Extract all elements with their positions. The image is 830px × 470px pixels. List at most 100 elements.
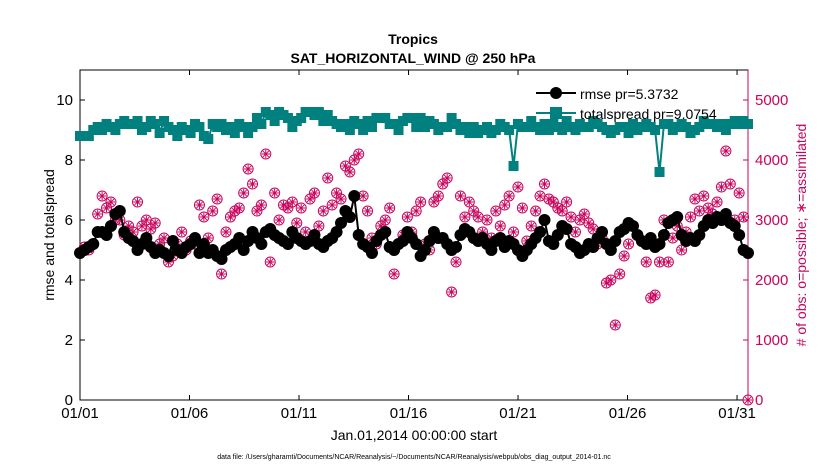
obs-possible-marker	[242, 163, 254, 175]
obs-assimilated-stroke	[611, 321, 619, 329]
obs-assimilated-stroke	[691, 195, 699, 203]
totalspread-point	[539, 119, 550, 129]
obs-possible-marker	[335, 193, 347, 205]
rmse-point	[742, 247, 754, 259]
obs-point	[149, 217, 161, 229]
totalspread-point	[451, 119, 462, 129]
obs-assimilated-stroke	[607, 276, 615, 284]
obs-assimilated-stroke	[320, 207, 327, 215]
obs-point	[530, 205, 542, 217]
obs-point	[251, 205, 263, 217]
obs-assimilated-stroke	[342, 162, 349, 170]
obs-assimilated-stroke	[510, 228, 517, 236]
obs-assimilated-stroke	[687, 213, 694, 221]
obs-point	[561, 196, 573, 208]
obs-point	[503, 190, 515, 202]
rmse-point	[140, 232, 153, 244]
obs-possible-marker	[614, 268, 626, 280]
obs-possible-marker	[459, 211, 471, 223]
obs-assimilated-stroke	[333, 189, 340, 197]
rmse-point	[104, 220, 117, 232]
obs-assimilated-stroke	[311, 189, 318, 197]
obs-point	[317, 205, 329, 217]
totalspread-point	[172, 131, 183, 141]
obs-assimilated-stroke	[209, 207, 217, 215]
obs-possible-marker	[539, 178, 551, 190]
obs-point	[238, 187, 250, 199]
obs-assimilated-stroke	[727, 180, 734, 188]
totalspread-point	[296, 113, 307, 123]
totalspread-point	[583, 122, 594, 132]
obs-assimilated-stroke	[744, 396, 752, 404]
rmse-point	[237, 244, 250, 256]
rmse-point	[343, 211, 356, 223]
rmse-point	[604, 244, 617, 256]
rmse-point	[728, 220, 741, 232]
obs-possible-marker	[649, 289, 661, 301]
rmse-point	[113, 205, 126, 217]
obs-point	[273, 214, 285, 226]
obs-point	[481, 214, 493, 226]
obs-point	[614, 268, 626, 280]
obs-point	[684, 211, 696, 223]
totalspread-point	[650, 125, 661, 135]
obs-point	[260, 148, 272, 160]
obs-possible-marker	[556, 205, 568, 217]
y-right-tick-label: 4000	[755, 152, 788, 169]
totalspread-point	[627, 119, 638, 129]
totalspread-point	[282, 113, 293, 123]
obs-point	[384, 202, 396, 214]
rmse-point	[166, 235, 179, 247]
obs-point	[388, 268, 400, 280]
obs-possible-marker	[711, 196, 723, 208]
obs-possible-marker	[578, 208, 590, 220]
obs-assimilated-stroke	[275, 216, 283, 224]
x-tick-label: 01/11	[281, 405, 317, 422]
obs-assimilated-stroke	[625, 240, 632, 248]
obs-possible-marker	[503, 190, 515, 202]
chart-subtitle: SAT_HORIZONTAL_WIND @ 250 hPa	[291, 50, 536, 66]
totalspread-point	[415, 113, 426, 123]
obs-point	[534, 190, 546, 202]
obs-assimilated-stroke	[492, 207, 500, 215]
rmse-point	[308, 229, 321, 241]
y-axis-left-ticks: 0 2 4 6 8 10	[56, 92, 85, 409]
obs-point	[441, 172, 453, 184]
obs-point	[247, 178, 259, 190]
obs-assimilated-stroke	[452, 258, 460, 266]
legend-rmse-label: rmse pr=5.3732	[580, 86, 679, 102]
obs-assimilated-stroke	[740, 213, 747, 221]
obs-point	[605, 274, 617, 286]
obs-possible-marker	[308, 187, 320, 199]
obs-assimilated-stroke	[381, 216, 389, 224]
rmse-point	[671, 211, 684, 223]
totalspread-point	[229, 128, 240, 138]
data-file-note: data file: /Users/gharamti/Documents/NCA…	[217, 454, 611, 461]
obs-possible-marker	[742, 394, 754, 406]
y-left-tick-label: 2	[65, 332, 73, 349]
obs-possible-marker	[247, 178, 259, 190]
y-right-tick-label: 2000	[755, 272, 788, 289]
rmse-point	[538, 214, 551, 226]
obs-assimilated-stroke	[258, 201, 265, 209]
totalspread-point	[526, 116, 537, 126]
obs-possible-marker	[738, 211, 750, 223]
totalspread-point	[256, 119, 267, 129]
totalspread-point	[83, 131, 94, 141]
y-left-tick-label: 4	[65, 272, 73, 289]
obs-point	[738, 211, 750, 223]
obs-point	[578, 208, 590, 220]
obs-assimilated-stroke	[249, 180, 256, 188]
obs-point	[207, 205, 219, 217]
obs-point	[295, 202, 307, 214]
obs-point	[472, 211, 484, 223]
obs-assimilated-stroke	[527, 222, 535, 230]
rmse-point	[547, 238, 560, 250]
obs-possible-marker	[384, 202, 396, 214]
obs-point	[269, 187, 281, 199]
obs-point	[733, 187, 745, 199]
totalspread-point	[358, 125, 369, 135]
obs-point	[459, 211, 471, 223]
totalspread-point	[411, 122, 422, 132]
